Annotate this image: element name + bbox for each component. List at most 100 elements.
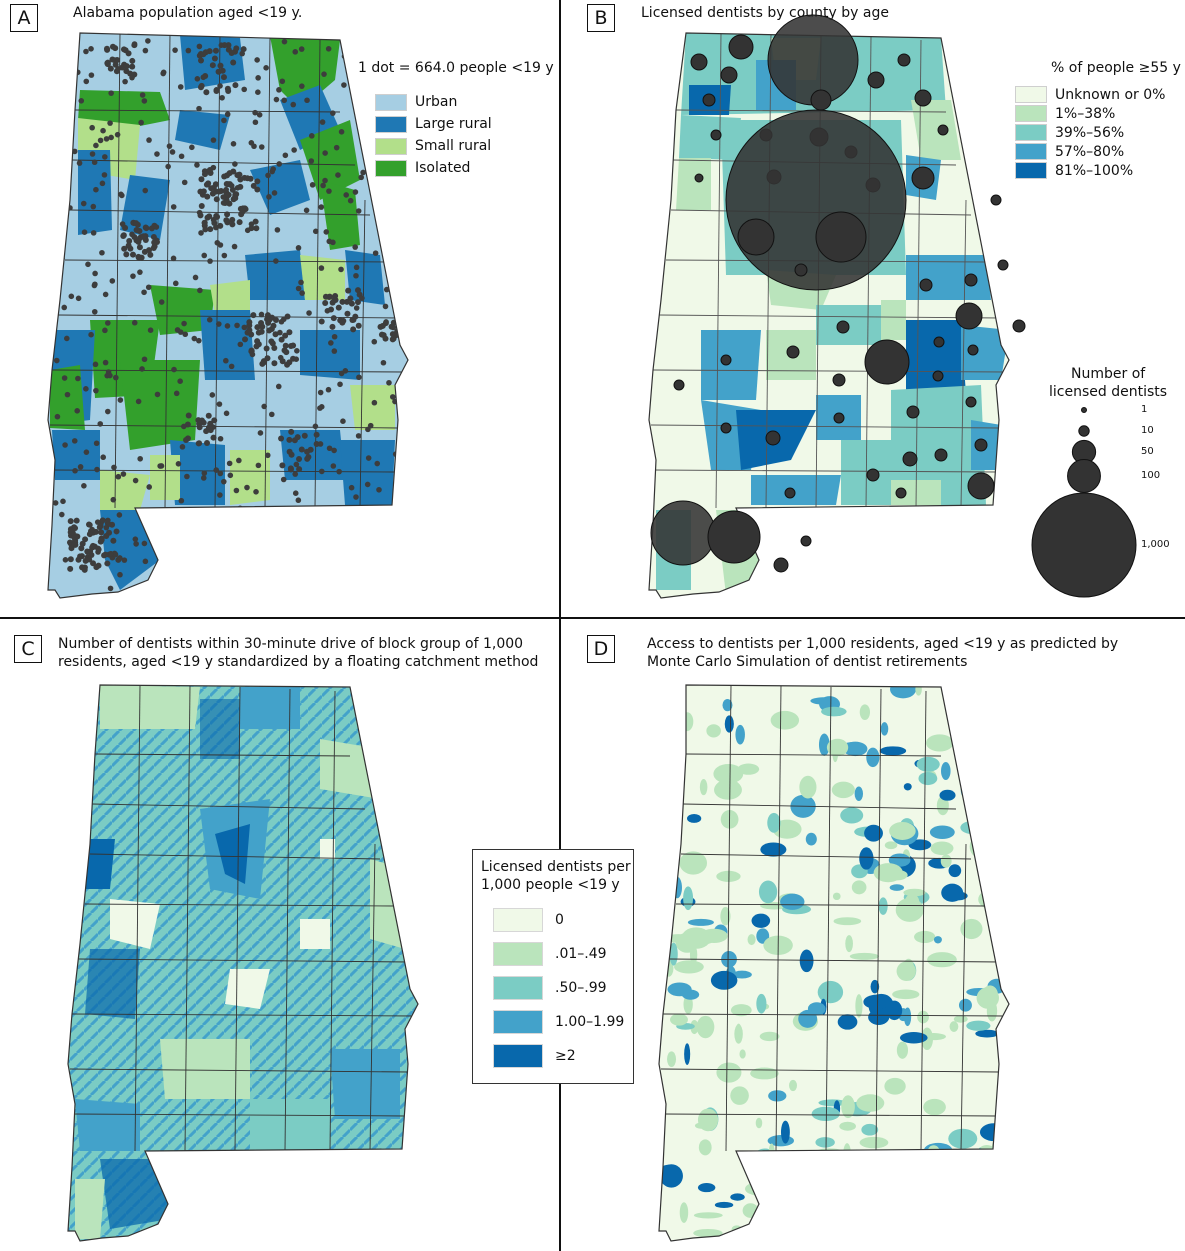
access-blob — [903, 783, 912, 791]
access-blob — [854, 1211, 864, 1229]
population-dot — [177, 378, 183, 384]
access-blob — [907, 1204, 927, 1220]
legend-label: ≥2 — [555, 1048, 576, 1064]
panel-letter-d: D — [587, 635, 615, 663]
population-dot — [382, 303, 389, 310]
population-dot — [195, 440, 202, 447]
access-blob — [771, 1170, 781, 1182]
population-dot — [196, 209, 203, 216]
dentist-bubble — [765, 430, 781, 446]
access-blob — [941, 883, 964, 902]
dentist-bubble — [919, 278, 933, 292]
population-dot — [67, 565, 74, 572]
population-dot — [81, 483, 87, 489]
access-blob — [724, 715, 734, 733]
access-blob — [667, 1051, 677, 1068]
population-dot — [258, 311, 265, 318]
dentist-bubble — [932, 370, 944, 382]
population-dot — [322, 150, 328, 156]
dentist-bubble — [974, 438, 988, 452]
population-dot — [61, 304, 68, 311]
legend-swatch-0 — [493, 908, 543, 932]
population-dot — [297, 551, 303, 557]
access-blob — [831, 1205, 852, 1218]
population-dot — [104, 320, 111, 326]
population-dot — [99, 249, 105, 256]
population-dot — [145, 38, 151, 44]
legend-b-item: 81%–100% — [1015, 161, 1165, 180]
population-dot — [209, 62, 216, 69]
dentist-bubble — [964, 273, 978, 287]
population-dot — [268, 411, 275, 418]
population-dot — [253, 225, 260, 232]
population-dot — [217, 470, 224, 477]
population-dot — [202, 226, 209, 233]
population-dot — [246, 319, 253, 326]
access-blob — [943, 1160, 968, 1168]
population-dot — [171, 366, 177, 373]
population-dot — [102, 551, 109, 558]
access-blob — [854, 786, 864, 801]
population-dot — [109, 43, 116, 50]
population-dot — [102, 291, 109, 298]
population-dot — [236, 219, 243, 226]
population-dot — [129, 57, 136, 64]
access-blob — [840, 807, 864, 824]
population-dot — [293, 356, 300, 363]
population-dot — [341, 53, 348, 60]
dentist-bubble — [810, 89, 832, 111]
access-blob — [679, 1202, 689, 1223]
legend-a: Urban Large rural Small rural Isolated — [375, 91, 492, 179]
population-dot — [194, 76, 201, 82]
access-blob — [884, 1077, 906, 1095]
access-blob — [780, 893, 805, 910]
population-dot — [150, 244, 157, 251]
size-label-100: 100 — [1141, 470, 1161, 481]
population-dot — [257, 430, 264, 436]
population-dots — [52, 37, 403, 594]
population-dot — [210, 137, 217, 143]
access-blob — [899, 1032, 928, 1044]
population-dot — [365, 426, 371, 433]
access-blob — [851, 880, 867, 895]
population-dot — [147, 251, 154, 258]
access-blob — [818, 733, 830, 756]
legend-a-item: Small rural — [375, 135, 492, 157]
population-dot — [331, 333, 338, 340]
population-dot — [279, 462, 286, 469]
population-dot — [57, 53, 63, 60]
population-dot — [103, 524, 110, 531]
population-dot — [276, 87, 282, 93]
population-dot — [233, 45, 240, 52]
population-dot — [117, 397, 124, 403]
population-dot — [394, 556, 401, 563]
population-dot — [242, 336, 249, 343]
population-dot — [196, 43, 203, 50]
population-dot — [331, 348, 338, 354]
population-dot — [355, 322, 362, 329]
population-dot — [104, 560, 111, 567]
legend-swatch-large-rural — [375, 115, 407, 133]
population-dot — [204, 214, 211, 221]
population-dot — [74, 408, 80, 414]
access-blob — [815, 1137, 835, 1148]
population-dot — [318, 265, 325, 271]
population-dot — [83, 78, 90, 85]
county-lines-c — [69, 685, 416, 1152]
legend-label: 0 — [555, 912, 564, 928]
access-blob — [921, 1033, 946, 1041]
access-blob — [925, 1195, 940, 1215]
population-dot — [146, 137, 152, 143]
dentist-bubble — [866, 468, 880, 482]
population-dot — [99, 180, 106, 187]
population-dot — [108, 550, 114, 557]
population-dot — [64, 391, 71, 398]
population-dot — [385, 41, 391, 48]
population-dot — [372, 250, 379, 256]
population-dot — [287, 466, 294, 473]
access-blob — [861, 1123, 879, 1136]
population-dot — [137, 455, 143, 462]
population-dot — [208, 185, 215, 192]
access-blob — [953, 1015, 968, 1023]
access-blob — [917, 1010, 929, 1024]
